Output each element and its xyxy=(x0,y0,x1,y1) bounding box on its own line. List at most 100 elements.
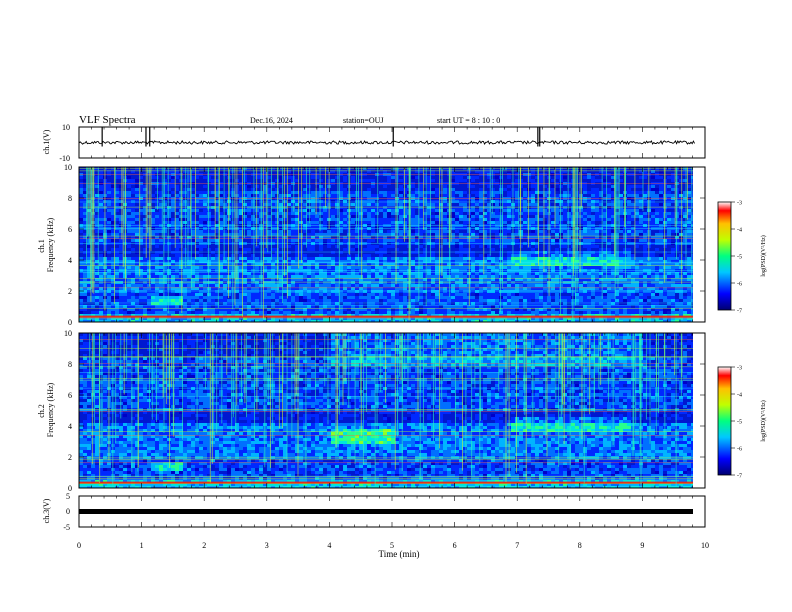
spectrogram-cell xyxy=(651,287,655,290)
spectrogram-cell xyxy=(603,191,607,194)
spectrogram-cell xyxy=(631,278,635,281)
spectrogram-cell xyxy=(135,200,139,203)
spectrogram-cell xyxy=(587,263,591,266)
spectrogram-cell xyxy=(531,230,535,233)
spectrogram-cell xyxy=(535,218,539,221)
spectrogram-cell xyxy=(543,254,547,257)
spectrogram-cell xyxy=(411,230,415,233)
spectrogram-cell xyxy=(471,212,475,215)
spectrogram-cell xyxy=(591,251,595,254)
spectrogram-cell xyxy=(639,284,643,287)
spectrogram-cell xyxy=(411,236,415,239)
spectrogram-cell xyxy=(163,188,167,191)
spectrogram-cell xyxy=(243,215,247,218)
spectrogram-cell xyxy=(107,275,111,278)
spectrogram-cell xyxy=(355,209,359,212)
spectrogram-cell xyxy=(243,221,247,224)
spectrogram-cell xyxy=(99,275,103,278)
spectrogram-cell xyxy=(491,200,495,203)
spectrogram-cell xyxy=(667,275,671,278)
spectrogram-cell xyxy=(335,176,339,179)
spectrogram-cell xyxy=(83,263,87,266)
spectrogram-cell xyxy=(119,278,123,281)
spectrogram-cell xyxy=(147,203,151,206)
spectrogram-cell xyxy=(379,260,383,263)
spectrogram-cell xyxy=(419,233,423,236)
spectrogram-cell xyxy=(599,209,603,212)
spectrogram-cell xyxy=(335,221,339,224)
spectrogram-cell xyxy=(671,287,675,290)
spectrogram-cell xyxy=(383,185,387,188)
spectrogram-cell xyxy=(627,218,631,221)
spectrogram-cell xyxy=(163,272,167,275)
spectrogram-cell xyxy=(191,188,195,191)
spectrogram-cell xyxy=(531,191,535,194)
spectrogram-cell xyxy=(431,200,435,203)
spectrogram-cell xyxy=(79,263,83,266)
spectrogram-cell xyxy=(451,170,455,173)
spectrogram-cell xyxy=(379,209,383,212)
spectrogram-cell xyxy=(139,200,143,203)
spectrogram-cell xyxy=(647,272,651,275)
spectrogram-cell xyxy=(555,287,559,290)
spectrogram-cell xyxy=(643,170,647,173)
spectrogram-cell xyxy=(391,191,395,194)
spectrogram-cell xyxy=(535,191,539,194)
spectrogram-cell xyxy=(83,236,87,239)
spectrogram-cell xyxy=(251,257,255,260)
spectrogram-cell xyxy=(567,254,571,257)
spectrogram-cell xyxy=(683,215,687,218)
spectrogram-cell xyxy=(387,212,391,215)
spectrogram-cell xyxy=(347,278,351,281)
spectrogram-cell xyxy=(191,266,195,269)
spectrogram-cell xyxy=(635,266,639,269)
spectrogram-cell xyxy=(107,281,111,284)
spectrogram-cell xyxy=(279,176,283,179)
spectrogram-cell xyxy=(175,281,179,284)
spectrogram-cell xyxy=(155,239,159,242)
spectrogram-cell xyxy=(399,275,403,278)
spectrogram-cell xyxy=(559,245,563,248)
spectrogram-cell xyxy=(87,287,91,290)
spectrogram-cell xyxy=(203,218,207,221)
spectrogram-cell xyxy=(111,281,115,284)
spectrogram-cell xyxy=(267,218,271,221)
spectrogram-cell xyxy=(459,194,463,197)
spectrogram-cell xyxy=(271,200,275,203)
spectrogram-cell xyxy=(331,179,335,182)
spectrogram-cell xyxy=(175,278,179,281)
spectrogram-cell xyxy=(679,179,683,182)
spectrogram-cell xyxy=(211,284,215,287)
spectrogram-cell xyxy=(199,236,203,239)
spectrogram-cell xyxy=(359,206,363,209)
spectrogram-cell xyxy=(295,203,299,206)
spectrogram-cell xyxy=(611,287,615,290)
spectrogram-cell xyxy=(307,170,311,173)
spectrogram-cell xyxy=(167,263,171,266)
spectrogram-cell xyxy=(151,230,155,233)
spectrogram-cell xyxy=(291,287,295,290)
spectrogram-cell xyxy=(155,212,159,215)
spectrogram-cell xyxy=(443,236,447,239)
spectrogram-cell xyxy=(331,260,335,263)
spectrogram-cell xyxy=(319,281,323,284)
spectrogram-cell xyxy=(287,230,291,233)
spectrogram-cell xyxy=(171,284,175,287)
spectrogram-cell xyxy=(523,191,527,194)
spectrogram-cell xyxy=(183,170,187,173)
spectrogram-cell xyxy=(143,194,147,197)
spectrogram-cell xyxy=(611,185,615,188)
spectrogram-cell xyxy=(399,185,403,188)
spectrogram-cell xyxy=(287,281,291,284)
spectrogram-cell xyxy=(591,176,595,179)
spectrogram-cell xyxy=(227,272,231,275)
spectrogram-cell xyxy=(511,278,515,281)
spectrogram-cell xyxy=(171,281,175,284)
spectrogram-cell xyxy=(307,272,311,275)
spectrogram-cell xyxy=(595,236,599,239)
spectrogram-cell xyxy=(107,290,111,293)
spectrogram-cell xyxy=(83,266,87,269)
spectrogram-cell xyxy=(291,209,295,212)
spectrogram-cell xyxy=(655,272,659,275)
spectrogram-cell xyxy=(635,209,639,212)
